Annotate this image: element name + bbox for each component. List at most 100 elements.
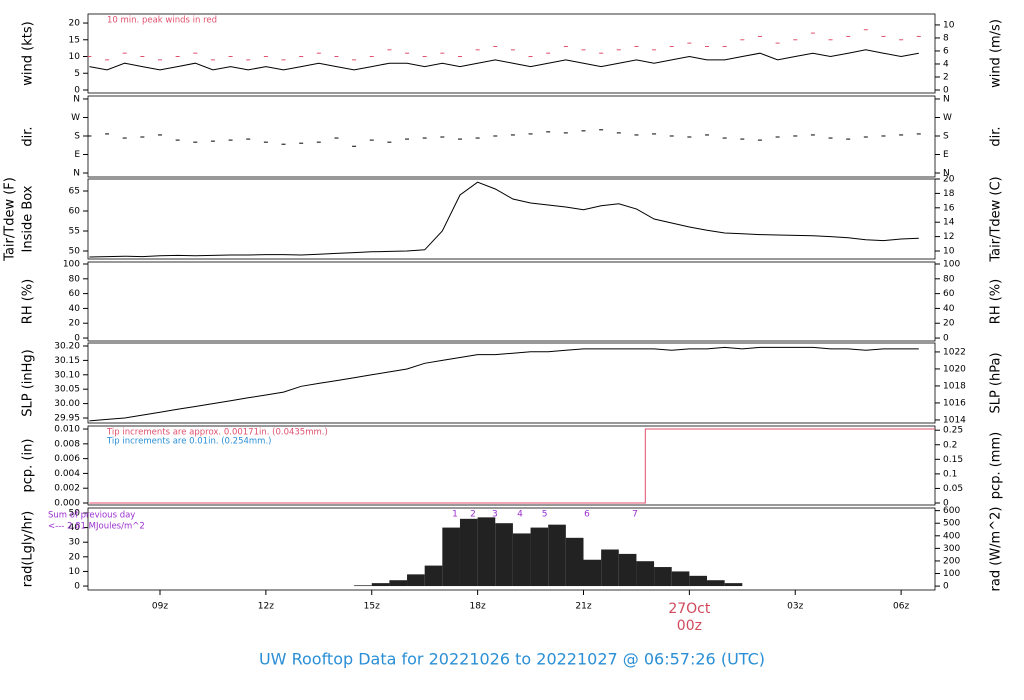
x-tick-label: 15z <box>364 602 380 612</box>
marker-label: 5 <box>542 510 548 520</box>
bar <box>654 567 672 587</box>
bar <box>371 583 390 587</box>
y-axis-label: wind (kts) <box>21 21 36 85</box>
y-tick-label: 40 <box>69 523 81 533</box>
y-tick-label: S <box>74 131 80 141</box>
bar <box>724 583 743 587</box>
y-tick-label: 30 <box>69 538 81 548</box>
y2-tick-label: 60 <box>943 289 955 299</box>
bar <box>459 518 478 587</box>
y-tick-label: 40 <box>69 304 81 314</box>
line <box>89 49 919 71</box>
marker-label: 3 <box>492 510 498 520</box>
x-tick-label: 03z <box>787 602 803 612</box>
y2-tick-label: 400 <box>943 531 960 541</box>
y2-tick-label: 500 <box>943 519 960 529</box>
x-tick-label: 09z <box>152 602 168 612</box>
marker-label: 4 <box>517 510 523 520</box>
y-tick-label: 30.10 <box>54 370 80 380</box>
y-tick-label: 0.000 <box>54 499 80 509</box>
panel-frame <box>87 425 936 506</box>
y-tick-label: 20 <box>69 19 81 29</box>
x-tick-label: 18z <box>470 602 486 612</box>
x-tick-label: 12z <box>258 602 274 612</box>
y-tick-label: W <box>71 113 80 123</box>
bar <box>407 574 425 587</box>
y2-tick-label: 20 <box>943 319 955 329</box>
y-tick-label: E <box>74 150 80 160</box>
panel-frame <box>87 95 936 178</box>
bar <box>477 517 496 587</box>
chart-title: UW Rooftop Data for 20221026 to 20221027… <box>259 650 765 669</box>
y2-tick-label: 10 <box>943 20 955 30</box>
bar <box>354 585 372 587</box>
marker-label: 6 <box>584 510 590 520</box>
panel-frame <box>87 13 936 94</box>
marker-label: 1 <box>452 510 458 520</box>
y2-tick-label: 40 <box>943 304 955 314</box>
y-axis-label: RH (%) <box>21 279 36 324</box>
y-tick-label: N <box>73 168 80 178</box>
y-tick-label: 20 <box>69 319 81 329</box>
y2-tick-label: 18 <box>943 189 955 199</box>
bar <box>601 549 619 587</box>
bar <box>618 553 637 587</box>
bar <box>512 533 531 587</box>
y2-tick-label: 4 <box>943 59 949 69</box>
y2-tick-label: 200 <box>943 556 960 566</box>
y-tick-label: 50 <box>69 508 81 518</box>
y-tick-label: 60 <box>69 207 81 217</box>
marker-label: 7 <box>632 510 638 520</box>
y2-tick-label: 6 <box>943 46 949 56</box>
bar <box>707 580 725 587</box>
y2-axis-label: pcp. (mm) <box>989 432 1004 499</box>
line <box>89 346 919 422</box>
panel-frame <box>87 178 936 260</box>
y-tick-label: 100 <box>63 259 80 269</box>
annotation: 10 min. peak winds in red <box>107 16 217 26</box>
panel-frame <box>87 507 936 591</box>
y2-tick-label: 0.2 <box>943 440 957 450</box>
bar <box>565 537 584 587</box>
annotation: Sum of previous day <box>48 511 135 521</box>
y2-axis-label: rad (W/m^2) <box>989 507 1004 592</box>
y2-tick-label: 0.25 <box>943 426 963 436</box>
y2-tick-label: 1018 <box>943 381 966 391</box>
y-tick-label: 80 <box>69 274 81 284</box>
annotation: <--- 2.81 MJoules/m^2 <box>48 522 145 532</box>
bar <box>442 527 460 587</box>
bar <box>495 523 513 587</box>
y2-axis-label: SLP (hPa) <box>989 352 1004 413</box>
y2-tick-label: 16 <box>943 203 955 213</box>
y2-tick-label: 12 <box>943 232 954 242</box>
y-tick-label: 10 <box>69 52 81 62</box>
annotation: Tip increments are 0.01in. (0.254mm.) <box>106 437 271 447</box>
y2-tick-label: 300 <box>943 544 960 554</box>
panel-frame <box>87 261 936 342</box>
bar <box>424 565 443 587</box>
y2-tick-label: N <box>943 94 950 104</box>
y-axis-label: dir. <box>21 126 36 146</box>
bar <box>636 561 655 587</box>
y2-tick-label: 1014 <box>943 415 966 425</box>
y-tick-label: N <box>73 94 80 104</box>
bar <box>689 575 708 587</box>
annotation: Tip increments are approx. 0.00171in. (0… <box>106 428 328 438</box>
y2-tick-label: 2 <box>943 72 949 82</box>
y-tick-label: 55 <box>69 227 80 237</box>
y-tick-label: 0.002 <box>54 484 80 494</box>
x-tick-label: 06z <box>893 602 909 612</box>
bar <box>583 559 602 587</box>
x-tick-label: 21z <box>575 602 591 612</box>
y2-tick-label: 20 <box>943 175 955 185</box>
y-tick-label: 0.010 <box>54 425 80 435</box>
y-tick-label: 65 <box>69 187 80 197</box>
y-tick-label: 0.008 <box>54 439 80 449</box>
y2-tick-label: 1016 <box>943 398 966 408</box>
y-tick-label: 50 <box>69 247 81 257</box>
y2-tick-label: 14 <box>943 218 955 228</box>
y-tick-label: 29.95 <box>54 413 80 423</box>
y-tick-label: 10 <box>69 567 81 577</box>
y-tick-label: 0.004 <box>54 469 80 479</box>
